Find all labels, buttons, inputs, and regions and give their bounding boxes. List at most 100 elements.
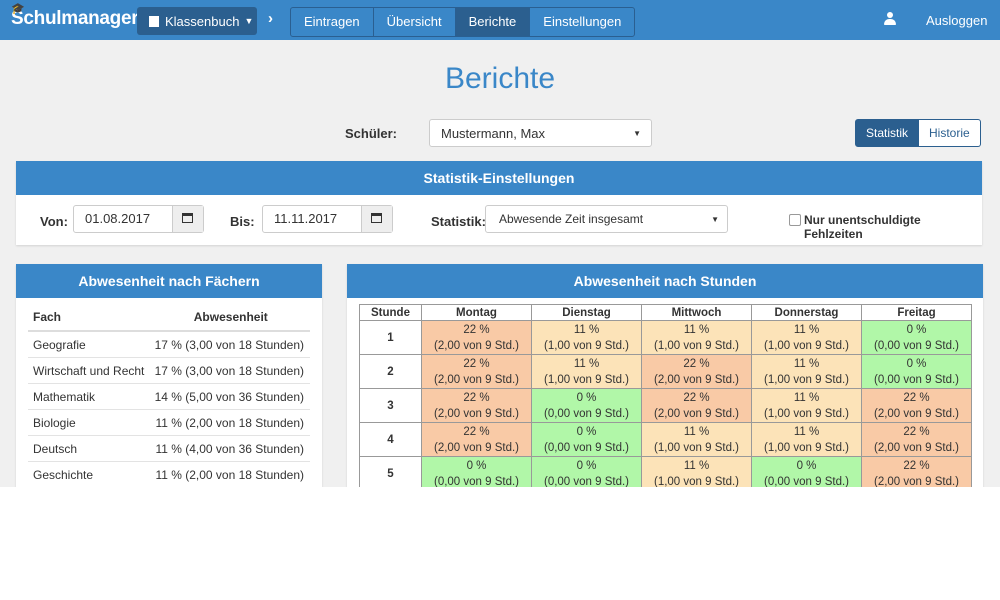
absence-cell: 22 % (2,00 von 9 Std.) — [641, 354, 752, 389]
brand-name: Schulmanager — [11, 8, 139, 29]
absence-cell: 11 % (1,00 von 9 Std.) — [751, 422, 862, 457]
student-select[interactable]: Mustermann, Max ▼ — [429, 119, 652, 147]
panel-title: Statistik-Einstellungen — [16, 161, 982, 195]
viewport: 🎓 Schulmanager Klassenbuch ▼ › Eintragen … — [0, 0, 1000, 487]
tab-eintragen[interactable]: Eintragen — [291, 8, 374, 36]
absence-percent: 11 % — [683, 323, 710, 336]
absence-percent: 22 % — [463, 357, 490, 370]
absence-percent: 0 % — [576, 425, 597, 438]
column-header-stunde: Stunde — [359, 304, 422, 321]
absence-percent: 22 % — [683, 357, 710, 370]
absence-percent: 11 % — [793, 323, 820, 336]
stunde-cell: 3 — [359, 388, 422, 423]
column-header-day: Freitag — [861, 304, 972, 321]
absence-cell: 0 % (0,00 von 9 Std.) — [531, 422, 642, 457]
column-header-day: Dienstag — [531, 304, 642, 321]
calendar-icon[interactable] — [172, 206, 203, 232]
absence-percent: 0 % — [466, 459, 487, 472]
statistik-select-value: Abwesende Zeit insgesamt — [499, 212, 644, 226]
absence-percent: 11 % — [573, 357, 600, 370]
absence-percent: 22 % — [903, 391, 930, 404]
stunde-cell: 2 — [359, 354, 422, 389]
stunde-cell: 1 — [359, 320, 422, 355]
absence-detail: (1,00 von 9 Std.) — [543, 339, 630, 352]
absence-cell: 11 % (1,00 von 9 Std.) — [751, 388, 862, 423]
statistik-select[interactable]: Abwesende Zeit insgesamt ▼ — [485, 205, 728, 233]
table-row: Geschichte 11 % (2,00 von 18 Stunden) — [28, 461, 310, 487]
abwesenheit-faecher-panel: Abwesenheit nach Fächern Fach Abwesenhei… — [16, 264, 322, 487]
absence-detail: (1,00 von 9 Std.) — [543, 373, 630, 386]
absence-cell: 22 % (2,00 von 9 Std.) — [421, 354, 532, 389]
grid-row: 4 22 % (2,00 von 9 Std.) 0 % (0,00 von 9 Std… — [359, 422, 972, 457]
bis-label: Bis: — [230, 214, 255, 229]
klassenbuch-dropdown[interactable]: Klassenbuch ▼ — [137, 7, 257, 35]
absence-detail: (0,00 von 9 Std.) — [763, 475, 850, 488]
stunden-grid-body: 1 22 % (2,00 von 9 Std.) 11 % (1,00 von 9 St… — [359, 320, 972, 488]
absence-detail: (0,00 von 9 Std.) — [873, 339, 960, 352]
absence-detail: (2,00 von 9 Std.) — [433, 339, 520, 352]
stunde-cell: 5 — [359, 456, 422, 487]
tab-berichte[interactable]: Berichte — [455, 8, 531, 36]
absence-cell: 11 % (1,00 von 9 Std.) — [641, 320, 752, 355]
unentschuldigt-label[interactable]: Nur unentschuldigte Fehlzeiten — [804, 213, 921, 241]
logout-link[interactable]: Ausloggen — [926, 13, 988, 28]
unentschuldigt-checkbox[interactable] — [789, 214, 801, 226]
absence-cell: 22 % (2,00 von 9 Std.) — [421, 422, 532, 457]
absence-cell: 11 % (1,00 von 9 Std.) — [641, 422, 752, 457]
absence-cell: 22 % (2,00 von 9 Std.) — [641, 388, 752, 423]
absence-cell: 22 % (2,00 von 9 Std.) — [421, 320, 532, 355]
statistik-button[interactable]: Statistik — [855, 119, 920, 147]
table-row: Geografie 17 % (3,00 von 18 Stunden) — [28, 330, 310, 358]
absence-percent: 22 % — [463, 323, 490, 336]
absence-cell: 0 % (0,00 von 9 Std.) — [531, 388, 642, 423]
absence-cell: 0 % (0,00 von 9 Std.) — [861, 320, 972, 355]
absence-cell: 11 % (1,00 von 9 Std.) — [531, 320, 642, 355]
bis-date-input[interactable]: 11.11.2017 — [274, 211, 338, 226]
statistik-label: Statistik: — [431, 214, 486, 229]
panel-title: Abwesenheit nach Fächern — [16, 264, 322, 298]
fach-cell: Mathematik — [28, 383, 147, 410]
absence-percent: 0 % — [576, 391, 597, 404]
absence-percent: 0 % — [906, 357, 927, 370]
stunde-cell: 4 — [359, 422, 422, 457]
tab-einstellungen[interactable]: Einstellungen — [543, 14, 622, 29]
historie-button[interactable]: Historie — [919, 119, 981, 147]
caret-down-icon: ▼ — [633, 129, 641, 138]
absence-detail: (2,00 von 9 Std.) — [433, 441, 520, 454]
table-row: Mathematik 14 % (5,00 von 36 Stunden) — [28, 383, 310, 410]
von-date-input[interactable]: 01.08.2017 — [85, 211, 151, 226]
absence-detail: (2,00 von 9 Std.) — [433, 407, 520, 420]
bis-date-field: 11.11.2017 — [262, 205, 393, 233]
absence-cell: 11 % (1,00 von 9 Std.) — [641, 456, 752, 487]
absence-cell: 0 % (0,00 von 9 Std.) — [531, 456, 642, 487]
absence-cell: 22 % (2,00 von 9 Std.) — [861, 456, 972, 487]
absence-percent: 22 % — [903, 459, 930, 472]
grid-row: 3 22 % (2,00 von 9 Std.) 0 % (0,00 von 9 Std… — [359, 388, 972, 423]
user-icon[interactable] — [884, 12, 896, 26]
brand-logo[interactable]: 🎓 Schulmanager — [11, 3, 139, 30]
von-label: Von: — [40, 214, 68, 229]
column-header-day: Montag — [421, 304, 532, 321]
absence-percent: 11 % — [573, 323, 600, 336]
absence-detail: (2,00 von 9 Std.) — [873, 407, 960, 420]
column-header-fach: Fach — [28, 304, 147, 332]
navbar: 🎓 Schulmanager Klassenbuch ▼ › Eintragen … — [0, 0, 1000, 40]
student-label: Schüler: — [345, 126, 398, 141]
grid-row: 2 22 % (2,00 von 9 Std.) 11 % (1,00 von 9 St… — [359, 354, 972, 389]
book-icon — [149, 15, 159, 27]
calendar-icon[interactable] — [361, 206, 392, 232]
grid-row: 1 22 % (2,00 von 9 Std.) 11 % (1,00 von 9 St… — [359, 320, 972, 355]
fach-cell: Geschichte — [28, 461, 147, 487]
absence-detail: (1,00 von 9 Std.) — [763, 339, 850, 352]
absence-cell: 11 % (1,00 von 9 Std.) — [751, 320, 862, 355]
absence-detail: (1,00 von 9 Std.) — [763, 407, 850, 420]
absence-percent: 11 % — [793, 425, 820, 438]
stunden-grid: Stunde Montag Dienstag Mittwoch Donnerst… — [359, 304, 972, 487]
absence-percent: 22 % — [463, 425, 490, 438]
fach-cell: Wirtschaft und Recht — [28, 357, 147, 384]
absence-detail: (1,00 von 9 Std.) — [763, 441, 850, 454]
tab-uebersicht[interactable]: Übersicht — [374, 8, 456, 36]
abwesenheit-stunden-panel: Abwesenheit nach Stunden Stunde Montag D… — [347, 264, 983, 487]
graduation-cap-icon: 🎓 — [11, 3, 25, 15]
abwesenheit-cell: 11 % (4,00 von 36 Stunden) — [146, 435, 310, 462]
